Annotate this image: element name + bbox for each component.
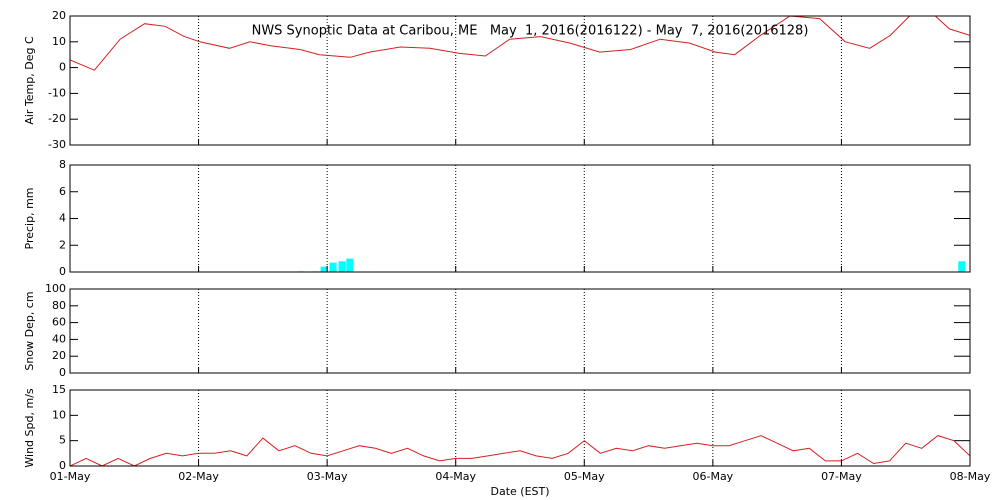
- y-tick-label: 0: [59, 265, 66, 278]
- x-tick-label: 06-May: [692, 470, 733, 483]
- y-tick-label: 0: [59, 459, 66, 472]
- bar: [346, 258, 354, 272]
- y-tick-label: 10: [52, 35, 66, 48]
- x-tick-label: 03-May: [307, 470, 348, 483]
- plot-frame: [69, 164, 971, 273]
- y-tick-label: 8: [59, 158, 66, 171]
- y-tick-label: -10: [48, 86, 66, 99]
- x-tick-label: 07-May: [821, 470, 862, 483]
- y-tick-label: 100: [45, 282, 66, 295]
- y-tick-label: 5: [59, 434, 66, 447]
- plot-frame: [69, 288, 971, 374]
- y-tick-label: 80: [52, 299, 66, 312]
- y-axis-label: Wind Spd, m/s: [23, 388, 36, 468]
- y-tick-label: 2: [59, 238, 66, 251]
- y-tick-label: 0: [59, 366, 66, 379]
- y-tick-label: 6: [59, 185, 66, 198]
- y-tick-label: 15: [52, 383, 66, 396]
- y-tick-label: 20: [52, 9, 66, 22]
- bar: [338, 261, 346, 272]
- y-tick-label: 60: [52, 316, 66, 329]
- chart-title: NWS Synoptic Data at Caribou, ME May 1, …: [252, 24, 809, 39]
- bar: [320, 266, 328, 272]
- plot-frame: [69, 15, 971, 146]
- x-tick-label: 02-May: [178, 470, 219, 483]
- bar: [958, 261, 966, 272]
- x-tick-label: 01-May: [50, 470, 91, 483]
- data-line: [70, 16, 970, 71]
- y-tick-label: 20: [52, 349, 66, 362]
- y-tick-label: -20: [48, 112, 66, 125]
- data-line: [70, 435, 970, 466]
- x-tick-label: 08-May: [950, 470, 991, 483]
- y-axis-label: Air Temp, Deg C: [23, 36, 36, 125]
- x-tick-label: 05-May: [564, 470, 605, 483]
- y-tick-label: 10: [52, 408, 66, 421]
- y-tick-label: -30: [48, 138, 66, 151]
- y-tick-label: 40: [52, 332, 66, 345]
- x-tick-label: 04-May: [435, 470, 476, 483]
- y-tick-label: 0: [59, 61, 66, 74]
- y-tick-label: 4: [59, 212, 66, 225]
- plot-frame: [69, 389, 971, 467]
- bar: [329, 262, 337, 272]
- y-axis-label: Precip, mm: [23, 188, 36, 250]
- x-axis-label: Date (EST): [490, 485, 549, 498]
- y-axis-label: Snow Dep, cm: [23, 291, 36, 370]
